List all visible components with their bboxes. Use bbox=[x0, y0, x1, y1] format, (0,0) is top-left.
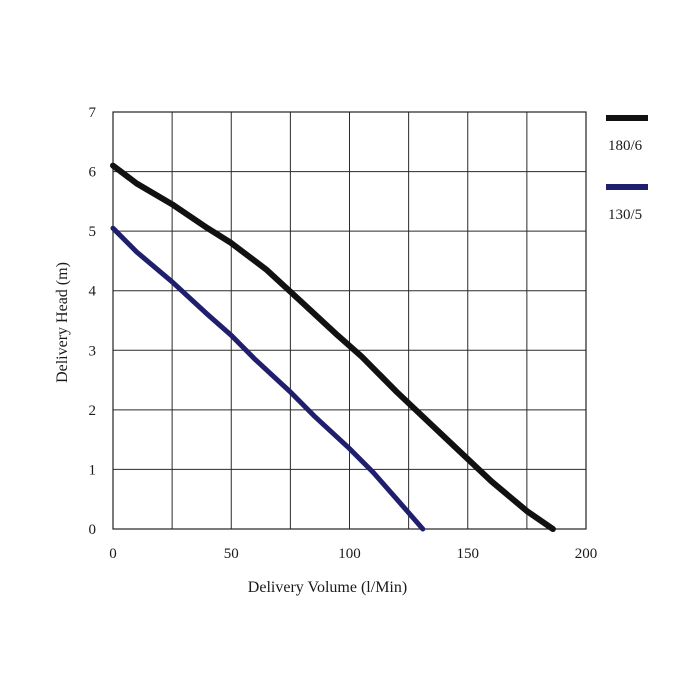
x-axis-ticks: 0 50 100 150 200 bbox=[109, 546, 597, 562]
legend-label: 180/6 bbox=[608, 138, 643, 154]
x-tick-label: 150 bbox=[457, 546, 480, 562]
x-axis-title: Delivery Volume (l/Min) bbox=[248, 579, 407, 596]
series-line-180-6 bbox=[110, 162, 556, 532]
y-tick-label: 1 bbox=[89, 462, 97, 478]
y-axis-ticks: 0 1 2 3 4 5 6 7 bbox=[89, 105, 97, 538]
legend-label: 130/5 bbox=[608, 207, 642, 223]
y-tick-label: 4 bbox=[89, 284, 97, 300]
x-tick-label: 0 bbox=[109, 546, 117, 562]
plot-frame bbox=[112, 111, 587, 530]
x-tick-label: 50 bbox=[224, 546, 239, 562]
x-tick-label: 200 bbox=[575, 546, 598, 562]
y-axis-title: Delivery Head (m) bbox=[54, 262, 71, 383]
legend: 180/6 130/5 bbox=[606, 115, 648, 223]
y-tick-label: 3 bbox=[89, 343, 97, 359]
y-tick-label: 5 bbox=[89, 224, 97, 240]
y-tick-label: 7 bbox=[89, 105, 97, 121]
series-line-130-5 bbox=[110, 225, 426, 532]
series-layer bbox=[110, 162, 556, 532]
y-tick-label: 0 bbox=[89, 522, 97, 538]
y-tick-label: 6 bbox=[89, 165, 97, 181]
grid bbox=[112, 111, 587, 530]
y-tick-label: 2 bbox=[89, 403, 97, 419]
x-tick-label: 100 bbox=[338, 546, 361, 562]
